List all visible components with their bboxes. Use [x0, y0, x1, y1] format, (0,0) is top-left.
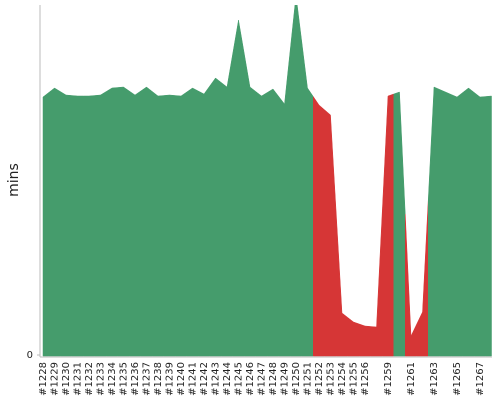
- x-tick-label: #1237: [142, 362, 153, 396]
- x-tick-label: #1240: [176, 362, 187, 396]
- area-segment: [94, 91, 107, 357]
- area-segment: [428, 86, 440, 357]
- area-segment: [209, 77, 222, 357]
- area-segment: [267, 88, 279, 357]
- area-segment: [370, 211, 383, 357]
- area-segment: [83, 95, 95, 357]
- area-segment: [232, 19, 245, 357]
- x-tick-label: #1249: [280, 362, 291, 396]
- x-tick-label: #1259: [383, 362, 394, 396]
- x-tick-label: #1241: [188, 362, 199, 396]
- x-tick-label: #1248: [268, 362, 279, 396]
- area-segment: [336, 213, 348, 357]
- x-tick-label: #1239: [165, 362, 176, 396]
- area-segment: [405, 213, 417, 357]
- area-segment: [48, 87, 61, 357]
- area-segment: [198, 85, 210, 357]
- x-tick-label: #1250: [291, 362, 302, 396]
- area-segment: [71, 95, 84, 357]
- area-segment: [152, 90, 164, 357]
- x-tick-label: #1235: [119, 362, 130, 396]
- x-tick-label: #1261: [406, 362, 417, 396]
- x-tick-label: #1265: [452, 362, 463, 396]
- x-tick-label: #1234: [107, 362, 118, 396]
- x-tick-label: #1247: [257, 362, 268, 396]
- area-segment: [313, 95, 325, 357]
- area-segment: [129, 90, 141, 357]
- area-segment: [359, 323, 371, 357]
- x-tick-label: #1245: [234, 362, 245, 396]
- area-segment: [175, 91, 187, 357]
- area-segment: [117, 86, 130, 357]
- area-segment: [485, 95, 492, 357]
- x-tick-label: #1230: [61, 362, 72, 396]
- x-tick-label: #1251: [303, 362, 314, 396]
- area-segment: [474, 91, 486, 357]
- area-segment: [451, 91, 463, 357]
- x-tick-label: #1238: [153, 362, 164, 396]
- x-tick-label: #1246: [245, 362, 256, 396]
- x-tick-label: #1256: [360, 362, 371, 396]
- area-segment: [42, 91, 49, 357]
- area-segment: [347, 316, 360, 357]
- area-segment: [221, 53, 233, 357]
- x-tick-label: #1267: [475, 362, 486, 396]
- area-segment: [278, 49, 291, 357]
- x-tick-label: #1228: [38, 362, 49, 396]
- area-segment: [290, 5, 302, 357]
- x-tick-label: #1263: [429, 362, 440, 396]
- area-segment: [393, 91, 406, 357]
- x-tick-label: #1255: [349, 362, 360, 396]
- x-tick-label: #1229: [50, 362, 61, 396]
- area-segment: [186, 87, 199, 357]
- x-tick-label: #1233: [96, 362, 107, 396]
- area-segment: [140, 86, 153, 357]
- y-axis-title: mins: [6, 163, 22, 197]
- area-segment: [416, 199, 429, 357]
- area-segment: [462, 87, 475, 357]
- area-segment: [439, 89, 452, 357]
- x-tick-label: #1254: [337, 362, 348, 396]
- area-segment: [163, 94, 176, 357]
- x-tick-label: #1232: [84, 362, 95, 396]
- x-tick-label: #1242: [199, 362, 210, 396]
- x-tick-label: #1244: [222, 362, 233, 396]
- area-segment: [60, 91, 72, 357]
- area-segment: [301, 41, 314, 357]
- area-segment: [106, 87, 118, 357]
- x-tick-label: #1231: [73, 362, 84, 396]
- y-tick-label: 0: [27, 350, 33, 361]
- area-segment: [324, 109, 337, 357]
- x-tick-label: #1236: [130, 362, 141, 396]
- x-tick-label: #1253: [326, 362, 337, 396]
- x-tick-label: #1252: [314, 362, 325, 396]
- plot-area: [42, 5, 492, 357]
- area-segment: [382, 93, 394, 357]
- area-segment: [255, 90, 268, 357]
- area-segment: [244, 53, 256, 357]
- x-tick-label: #1243: [211, 362, 222, 396]
